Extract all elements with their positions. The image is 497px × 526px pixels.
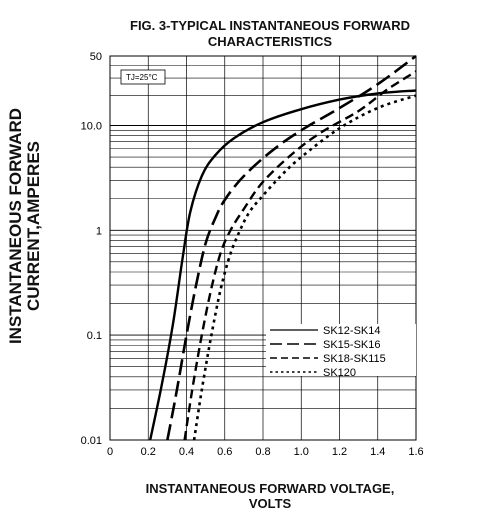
x-tick-label: 0.8	[255, 446, 270, 458]
x-tick-label: 1.4	[370, 446, 385, 458]
x-axis-label-line2: VOLTS	[248, 496, 292, 511]
y-tick-label: 10.0	[81, 121, 102, 133]
grid	[110, 55, 416, 440]
series-layer	[149, 54, 416, 440]
x-tick-label: 1.6	[408, 446, 423, 458]
legend-box	[266, 324, 416, 376]
x-tick-label: 1.2	[332, 446, 347, 458]
temperature-annotation: TJ=25°C	[120, 69, 166, 85]
legend-label: SK15-SK16	[323, 339, 380, 351]
legend: SK12-SK14 SK15-SK16 SK18-SK115 SK120	[266, 324, 416, 379]
chart-title-line1: FIG. 3-TYPICAL INSTANTANEOUS FORWARD	[130, 18, 410, 33]
x-tick-label: 0.6	[217, 446, 232, 458]
series-line-sk12-sk14	[149, 89, 416, 440]
legend-label: SK12-SK14	[323, 325, 380, 337]
x-axis-label-line1: INSTANTANEOUS FORWARD VOLTAGE,	[145, 481, 395, 496]
series-line-sk15-sk16	[166, 54, 416, 440]
legend-label: SK120	[323, 367, 356, 379]
series-line-sk18-sk115	[183, 70, 416, 440]
series-line-sk120	[192, 94, 416, 440]
annotation-text: TJ=25°C	[126, 73, 158, 82]
x-tick-label: 0.2	[141, 446, 156, 458]
tick-labels: 0 0.2 0.4 0.6 0.8 1.0 1.2 1.4 1.6 0.01 0.1 1 10.0 50	[81, 51, 424, 458]
x-tick-label: 0	[107, 446, 113, 458]
x-tick-label: 1.0	[294, 446, 309, 458]
y-tick-label: 50	[90, 51, 102, 63]
y-tick-label: 1	[96, 225, 102, 237]
y-tick-label: 0.1	[87, 330, 102, 342]
annotation-box	[120, 69, 166, 85]
chart-title-line2: CHARACTERISTICS	[207, 34, 333, 49]
x-tick-label: 0.4	[179, 446, 194, 458]
x-axis-label: INSTANTANEOUS FORWARD VOLTAGE, VOLTS	[90, 481, 450, 511]
legend-label: SK18-SK115	[323, 353, 386, 365]
y-tick-label: 0.01	[81, 435, 102, 447]
plot-frame	[109, 55, 417, 441]
